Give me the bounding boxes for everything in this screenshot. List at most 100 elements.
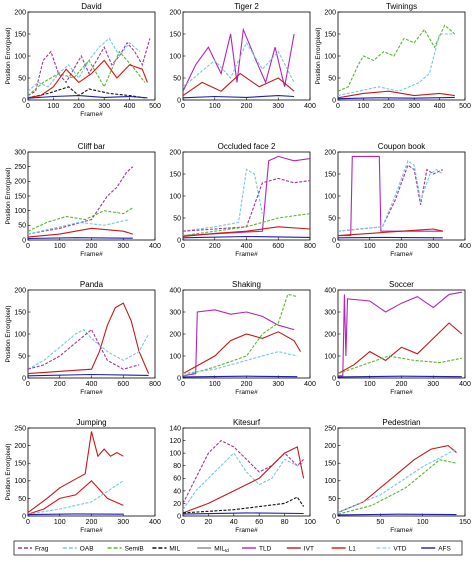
x-tick-label: 400 [459, 243, 471, 250]
chart-title: Jumping [76, 418, 106, 427]
series-line-oab [28, 218, 130, 235]
y-tick-label: 100 [169, 193, 181, 200]
x-tick-label: 200 [241, 381, 253, 388]
legend-label: IVT [304, 545, 314, 552]
series-line-l1 [28, 59, 148, 99]
x-tick-label: 300 [98, 103, 110, 110]
x-tick-label: 500 [149, 103, 161, 110]
y-tick-label: 200 [14, 443, 26, 450]
y-tick-label: 150 [169, 31, 181, 38]
series-line-afs [338, 513, 457, 516]
y-tick-label: 150 [14, 31, 26, 38]
series-line-afs [338, 96, 455, 100]
y-tick-label: 150 [14, 193, 26, 200]
x-axis-label: Frame# [80, 111, 103, 118]
x-tick-label: 300 [117, 519, 129, 526]
y-tick-label: 0 [332, 97, 336, 104]
series-line-l1 [28, 480, 124, 515]
series-line-tld [338, 291, 462, 377]
chart-title: Tiger 2 [234, 2, 259, 11]
y-tick-label: 100 [169, 53, 181, 60]
series-line-afs [338, 375, 462, 378]
y-tick-label: 50 [18, 75, 26, 82]
series-line-afs [183, 95, 295, 99]
x-tick-label: 0 [26, 103, 30, 110]
series-line-frag [28, 328, 140, 370]
series-line-mil [28, 86, 145, 99]
y-tick-label: 0 [22, 375, 26, 382]
y-tick-label: 200 [14, 287, 26, 294]
x-axis-label: Frame# [390, 527, 413, 534]
x-tick-label: 0 [26, 519, 30, 526]
x-tick-label: 80 [281, 519, 289, 526]
x-tick-label: 300 [272, 381, 284, 388]
x-tick-label: 400 [86, 381, 98, 388]
plot-area [27, 427, 156, 517]
chart-title: Coupon book [378, 142, 427, 151]
series-line-semib [338, 24, 456, 92]
x-tick-label: 100 [304, 519, 316, 526]
x-tick-label: 400 [124, 103, 136, 110]
x-tick-label: 400 [434, 103, 446, 110]
x-tick-label: 500 [459, 103, 471, 110]
series-line-semib [183, 213, 310, 237]
chart-panel: Tiger 2 0 100 200 300 400 0 50 100 150 200 [169, 2, 316, 110]
legend-label: SemiB [125, 545, 144, 552]
y-tick-label: 50 [328, 215, 336, 222]
legend-item: MILtd [197, 545, 229, 553]
y-tick-label: 100 [14, 331, 26, 338]
y-tick-label: 0 [177, 97, 181, 104]
x-tick-label: 0 [336, 381, 340, 388]
y-tick-label: 200 [169, 149, 181, 156]
plot-area [27, 151, 156, 241]
series-line-ivt [338, 322, 463, 375]
x-tick-label: 800 [304, 243, 316, 250]
series-line-afs [183, 512, 304, 515]
series-line-mil [183, 496, 305, 514]
chart-title: Occluded face 2 [218, 142, 276, 151]
legend-label: VTD [393, 545, 406, 552]
series-line-tld [183, 155, 310, 237]
y-tick-label: 40 [173, 488, 181, 495]
y-tick-label: 250 [14, 164, 26, 171]
y-tick-label: 0 [22, 513, 26, 520]
x-tick-label: 100 [54, 519, 66, 526]
y-tick-label: 300 [324, 309, 336, 316]
series-line-oab [338, 159, 444, 232]
y-tick-label: 150 [14, 309, 26, 316]
series-line-oab [28, 328, 150, 370]
x-tick-label: 100 [209, 103, 221, 110]
series-line-oab [183, 41, 295, 88]
legend-label: Frag [35, 545, 49, 552]
legend-label: AFS [438, 545, 451, 552]
y-tick-label: 150 [324, 461, 336, 468]
y-tick-label: 0 [177, 513, 181, 520]
x-tick-label: 100 [364, 381, 376, 388]
legend-label: L1 [349, 545, 357, 552]
x-tick-label: 400 [304, 381, 316, 388]
y-tick-label: 200 [14, 179, 26, 186]
y-tick-label: 100 [169, 451, 181, 458]
x-tick-label: 400 [149, 243, 161, 250]
y-tick-label: 150 [324, 31, 336, 38]
y-axis-label: Position Error(pixel) [315, 27, 322, 84]
x-tick-label: 400 [459, 381, 471, 388]
x-tick-label: 300 [117, 243, 129, 250]
chart-panel: Soccer 0 100 200 300 400 0 100 200 300 400 Frame# [324, 280, 471, 396]
series-line-ivt [28, 227, 133, 238]
y-tick-label: 200 [14, 9, 26, 16]
y-tick-label: 100 [324, 478, 336, 485]
series-line-tld [183, 309, 295, 377]
x-tick-label: 200 [54, 381, 66, 388]
x-tick-label: 200 [73, 103, 85, 110]
y-tick-label: 20 [173, 501, 181, 508]
y-tick-label: 150 [14, 461, 26, 468]
x-tick-label: 600 [272, 243, 284, 250]
y-tick-label: 0 [22, 97, 26, 104]
series-line-oab [28, 480, 124, 515]
y-axis-label: Position Error(pixel) [5, 27, 12, 84]
x-tick-label: 100 [364, 243, 376, 250]
x-tick-label: 0 [181, 519, 185, 526]
series-line-tld [338, 155, 443, 237]
